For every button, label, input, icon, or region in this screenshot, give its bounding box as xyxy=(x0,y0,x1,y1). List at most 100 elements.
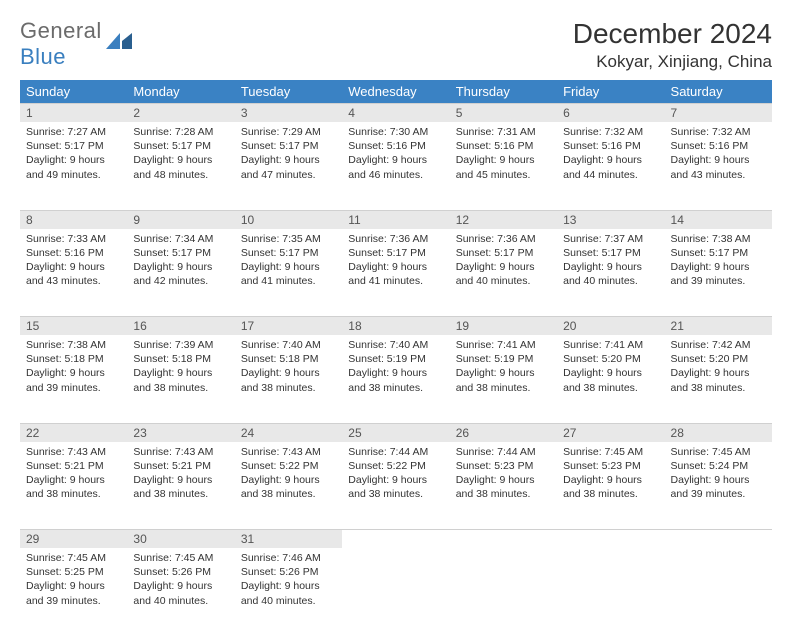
weekday-header: Thursday xyxy=(450,80,557,104)
sunrise-line: Sunrise: 7:38 AM xyxy=(671,232,766,246)
sunset-line: Sunset: 5:19 PM xyxy=(456,352,551,366)
sunrise-line: Sunrise: 7:32 AM xyxy=(563,125,658,139)
day-details: Sunrise: 7:28 AMSunset: 5:17 PMDaylight:… xyxy=(127,122,234,188)
day-cell xyxy=(342,548,449,636)
day-cell: Sunrise: 7:38 AMSunset: 5:18 PMDaylight:… xyxy=(20,335,127,423)
daylight-line: Daylight: 9 hours and 46 minutes. xyxy=(348,153,443,181)
sunrise-line: Sunrise: 7:43 AM xyxy=(26,445,121,459)
day-cell: Sunrise: 7:46 AMSunset: 5:26 PMDaylight:… xyxy=(235,548,342,636)
day-details: Sunrise: 7:40 AMSunset: 5:19 PMDaylight:… xyxy=(342,335,449,401)
day-cell: Sunrise: 7:34 AMSunset: 5:17 PMDaylight:… xyxy=(127,229,234,317)
sunset-line: Sunset: 5:16 PM xyxy=(26,246,121,260)
day-number-cell: 11 xyxy=(342,210,449,229)
daylight-line: Daylight: 9 hours and 39 minutes. xyxy=(26,366,121,394)
location: Kokyar, Xinjiang, China xyxy=(573,52,772,72)
day-cell xyxy=(450,548,557,636)
day-cell: Sunrise: 7:39 AMSunset: 5:18 PMDaylight:… xyxy=(127,335,234,423)
sunset-line: Sunset: 5:18 PM xyxy=(133,352,228,366)
day-cell: Sunrise: 7:45 AMSunset: 5:26 PMDaylight:… xyxy=(127,548,234,636)
calendar-table: Sunday Monday Tuesday Wednesday Thursday… xyxy=(20,80,772,636)
day-number-cell: 23 xyxy=(127,423,234,442)
sunrise-line: Sunrise: 7:40 AM xyxy=(241,338,336,352)
day-details: Sunrise: 7:44 AMSunset: 5:23 PMDaylight:… xyxy=(450,442,557,508)
day-number-cell: 28 xyxy=(665,423,772,442)
day-details: Sunrise: 7:38 AMSunset: 5:17 PMDaylight:… xyxy=(665,229,772,295)
sunrise-line: Sunrise: 7:32 AM xyxy=(671,125,766,139)
day-number-cell: 17 xyxy=(235,317,342,336)
daylight-line: Daylight: 9 hours and 48 minutes. xyxy=(133,153,228,181)
daylight-line: Daylight: 9 hours and 49 minutes. xyxy=(26,153,121,181)
day-number-cell: 1 xyxy=(20,104,127,123)
day-details: Sunrise: 7:41 AMSunset: 5:20 PMDaylight:… xyxy=(557,335,664,401)
day-details: Sunrise: 7:27 AMSunset: 5:17 PMDaylight:… xyxy=(20,122,127,188)
sunset-line: Sunset: 5:25 PM xyxy=(26,565,121,579)
sunset-line: Sunset: 5:16 PM xyxy=(563,139,658,153)
sunrise-line: Sunrise: 7:33 AM xyxy=(26,232,121,246)
logo-text: General Blue xyxy=(20,18,102,70)
daylight-line: Daylight: 9 hours and 39 minutes. xyxy=(671,260,766,288)
sunrise-line: Sunrise: 7:37 AM xyxy=(563,232,658,246)
daylight-line: Daylight: 9 hours and 41 minutes. xyxy=(241,260,336,288)
day-details: Sunrise: 7:33 AMSunset: 5:16 PMDaylight:… xyxy=(20,229,127,295)
day-cell: Sunrise: 7:36 AMSunset: 5:17 PMDaylight:… xyxy=(450,229,557,317)
daylight-line: Daylight: 9 hours and 38 minutes. xyxy=(563,473,658,501)
day-cell: Sunrise: 7:37 AMSunset: 5:17 PMDaylight:… xyxy=(557,229,664,317)
daylight-line: Daylight: 9 hours and 40 minutes. xyxy=(456,260,551,288)
day-cell: Sunrise: 7:43 AMSunset: 5:21 PMDaylight:… xyxy=(20,442,127,530)
sunrise-line: Sunrise: 7:36 AM xyxy=(456,232,551,246)
day-cell: Sunrise: 7:30 AMSunset: 5:16 PMDaylight:… xyxy=(342,122,449,210)
logo-sail-icon xyxy=(106,33,134,51)
day-number-cell: 12 xyxy=(450,210,557,229)
daylight-line: Daylight: 9 hours and 38 minutes. xyxy=(456,473,551,501)
daylight-line: Daylight: 9 hours and 38 minutes. xyxy=(456,366,551,394)
sunrise-line: Sunrise: 7:42 AM xyxy=(671,338,766,352)
day-number-cell: 16 xyxy=(127,317,234,336)
day-cell: Sunrise: 7:42 AMSunset: 5:20 PMDaylight:… xyxy=(665,335,772,423)
sunset-line: Sunset: 5:17 PM xyxy=(26,139,121,153)
day-number-cell: 9 xyxy=(127,210,234,229)
day-cell: Sunrise: 7:35 AMSunset: 5:17 PMDaylight:… xyxy=(235,229,342,317)
day-cell: Sunrise: 7:41 AMSunset: 5:19 PMDaylight:… xyxy=(450,335,557,423)
day-cell: Sunrise: 7:43 AMSunset: 5:22 PMDaylight:… xyxy=(235,442,342,530)
daylight-line: Daylight: 9 hours and 40 minutes. xyxy=(133,579,228,607)
day-number-cell: 26 xyxy=(450,423,557,442)
day-number-cell: 24 xyxy=(235,423,342,442)
sunset-line: Sunset: 5:26 PM xyxy=(133,565,228,579)
sunset-line: Sunset: 5:24 PM xyxy=(671,459,766,473)
day-number-cell: 13 xyxy=(557,210,664,229)
sunset-line: Sunset: 5:17 PM xyxy=(456,246,551,260)
weekday-header: Friday xyxy=(557,80,664,104)
sunrise-line: Sunrise: 7:45 AM xyxy=(563,445,658,459)
day-details: Sunrise: 7:41 AMSunset: 5:19 PMDaylight:… xyxy=(450,335,557,401)
day-number-row: 15161718192021 xyxy=(20,317,772,336)
day-cell: Sunrise: 7:43 AMSunset: 5:21 PMDaylight:… xyxy=(127,442,234,530)
day-number-cell: 31 xyxy=(235,530,342,549)
day-cell: Sunrise: 7:45 AMSunset: 5:23 PMDaylight:… xyxy=(557,442,664,530)
sunrise-line: Sunrise: 7:30 AM xyxy=(348,125,443,139)
day-details: Sunrise: 7:31 AMSunset: 5:16 PMDaylight:… xyxy=(450,122,557,188)
day-cell: Sunrise: 7:32 AMSunset: 5:16 PMDaylight:… xyxy=(665,122,772,210)
daylight-line: Daylight: 9 hours and 38 minutes. xyxy=(26,473,121,501)
sunset-line: Sunset: 5:23 PM xyxy=(456,459,551,473)
day-cell: Sunrise: 7:44 AMSunset: 5:23 PMDaylight:… xyxy=(450,442,557,530)
day-details: Sunrise: 7:45 AMSunset: 5:25 PMDaylight:… xyxy=(20,548,127,614)
daylight-line: Daylight: 9 hours and 38 minutes. xyxy=(241,473,336,501)
day-cell: Sunrise: 7:40 AMSunset: 5:18 PMDaylight:… xyxy=(235,335,342,423)
day-number-cell: 25 xyxy=(342,423,449,442)
day-details: Sunrise: 7:45 AMSunset: 5:23 PMDaylight:… xyxy=(557,442,664,508)
title-block: December 2024 Kokyar, Xinjiang, China xyxy=(573,18,772,72)
sunset-line: Sunset: 5:18 PM xyxy=(241,352,336,366)
calendar-page: General Blue December 2024 Kokyar, Xinji… xyxy=(0,0,792,612)
day-details: Sunrise: 7:40 AMSunset: 5:18 PMDaylight:… xyxy=(235,335,342,401)
daylight-line: Daylight: 9 hours and 40 minutes. xyxy=(563,260,658,288)
day-content-row: Sunrise: 7:38 AM Sunset: 5:18 PM Daylight:… xyxy=(20,335,772,423)
sunrise-line: Sunrise: 7:44 AM xyxy=(348,445,443,459)
day-content-row: Sunrise: 7:33 AMSunset: 5:16 PM Daylight:… xyxy=(20,229,772,317)
sunrise-line: Sunrise: 7:38 AM xyxy=(26,338,121,352)
sunset-line: Sunset: 5:20 PM xyxy=(563,352,658,366)
sunset-line: Sunset: 5:26 PM xyxy=(241,565,336,579)
sunrise-line: Sunrise: 7:41 AM xyxy=(456,338,551,352)
sunset-line: Sunset: 5:16 PM xyxy=(671,139,766,153)
day-number-cell: 5 xyxy=(450,104,557,123)
weekday-header: Wednesday xyxy=(342,80,449,104)
